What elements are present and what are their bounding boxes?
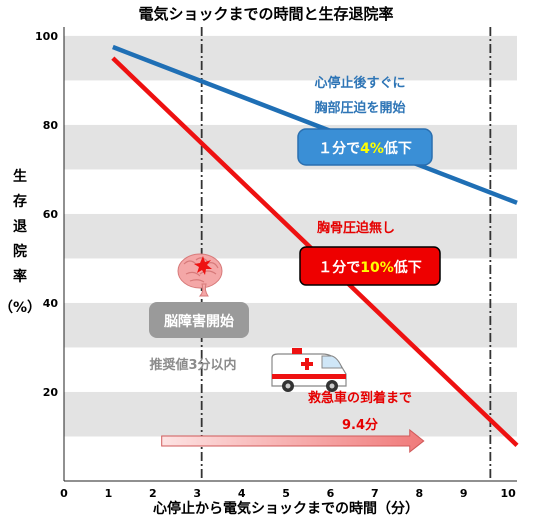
grid-band xyxy=(64,302,517,348)
cpr-note-line1: 心停止後すぐに xyxy=(314,75,405,91)
cpr-badge: １分で4%低下 xyxy=(297,128,433,166)
y-label-char: 率 xyxy=(13,268,27,285)
x-tick-label: 8 xyxy=(415,487,423,500)
cpr-badge-pre: １分で xyxy=(318,141,360,157)
no-cpr-badge-value: 10% xyxy=(360,260,394,276)
axes xyxy=(63,27,517,482)
x-tick-label: 10 xyxy=(500,487,516,500)
x-tick-label: 4 xyxy=(238,487,246,500)
brain-damage-badge: 脳障害開始 xyxy=(149,302,249,338)
ambulance-note-line1: 救急車の到着まで xyxy=(308,390,412,406)
no-cpr-badge: １分で10%低下 xyxy=(299,246,441,286)
x-axis-label: 心停止から電気ショックまでの時間（分） xyxy=(153,500,419,517)
grid-band xyxy=(64,391,517,437)
ambulance-icon xyxy=(271,348,347,392)
cpr-badge-text: １分で4%低下 xyxy=(318,140,412,157)
y-label-char: 生 xyxy=(13,168,27,185)
x-tick-label: 3 xyxy=(193,487,201,500)
cpr-note-line2: 胸部圧迫を開始 xyxy=(314,100,405,116)
no-cpr-badge-post: 低下 xyxy=(393,259,422,276)
burst-icon xyxy=(194,256,212,275)
x-tick-label: 9 xyxy=(460,487,468,500)
y-label-char: 存 xyxy=(13,193,27,210)
y-tick-label: 100 xyxy=(35,30,58,43)
y-tick-label: 60 xyxy=(43,208,59,221)
x-tick-label: 0 xyxy=(60,487,68,500)
y-tick-labels: 20 40 60 80 100 xyxy=(35,30,58,399)
x-tick-label: 5 xyxy=(282,487,290,500)
no-cpr-note: 胸骨圧迫無し xyxy=(317,220,395,236)
grid-band xyxy=(64,124,517,170)
y-label-char: 退 xyxy=(13,219,27,235)
ambulance-note-line2: 9.4分 xyxy=(342,417,378,433)
grid-band xyxy=(64,213,517,259)
x-tick-label: 2 xyxy=(149,487,157,500)
y-tick-label: 80 xyxy=(43,119,59,132)
chart-title: 電気ショックまでの時間と生存退院率 xyxy=(138,5,393,23)
y-label-char: 院 xyxy=(13,243,27,260)
time-arrow-shape xyxy=(161,428,425,453)
no-cpr-badge-pre: １分で xyxy=(318,260,360,276)
no-cpr-badge-bg xyxy=(299,246,441,286)
cpr-badge-bg xyxy=(297,128,433,166)
brain-damage-badge-text: 脳障害開始 xyxy=(164,313,234,330)
y-tick-label: 40 xyxy=(43,297,59,310)
x-tick-labels: 0 1 2 3 4 5 6 7 8 9 10 xyxy=(60,487,516,500)
no-cpr-badge-text: １分で10%低下 xyxy=(318,259,422,276)
cpr-badge-value: 4% xyxy=(360,141,384,157)
x-tick-label: 6 xyxy=(327,487,335,500)
y-label-char: （%） xyxy=(0,300,41,316)
brain-icon xyxy=(177,253,223,297)
x-tick-label: 7 xyxy=(371,487,379,500)
series-line-cpr xyxy=(112,44,518,205)
y-axis-label: 生 存 退 院 率 （%） xyxy=(0,168,41,316)
time-arrow xyxy=(161,428,425,453)
cpr-badge-post: 低下 xyxy=(383,140,412,157)
y-tick-label: 20 xyxy=(43,386,59,399)
brain-damage-badge-bg xyxy=(149,302,249,338)
recommend-note: 推奨値3分以内 xyxy=(149,357,236,373)
x-tick-label: 1 xyxy=(105,487,113,500)
